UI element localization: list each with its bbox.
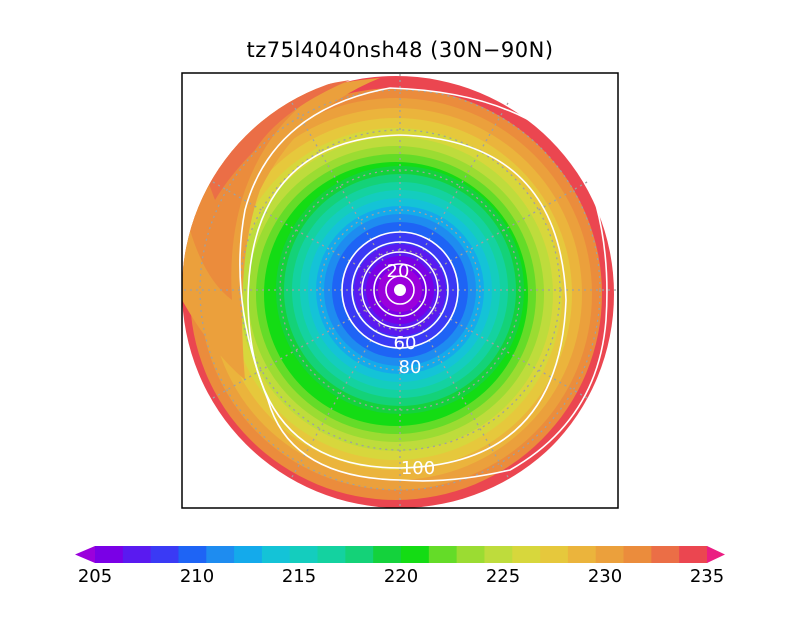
contour-label: 20 [387, 261, 410, 282]
warm-band [190, 85, 330, 300]
north-pole-marker [394, 284, 406, 296]
colorbar-box [595, 546, 625, 563]
colorbar-box [428, 546, 458, 563]
colorbar-box [317, 546, 346, 563]
meridian-line [290, 308, 390, 480]
colorbar-tick-label: 220 [383, 566, 419, 587]
contour-label: 60 [394, 333, 417, 354]
colorbar-box [567, 546, 597, 563]
colorbar-box [261, 546, 291, 563]
colorbar-box [122, 546, 152, 563]
meridian-line [418, 180, 590, 280]
contour-label: 100 [401, 458, 435, 479]
colorbar-box [95, 546, 124, 563]
colorbar-box [345, 546, 374, 563]
colorbar-box [401, 546, 430, 563]
colorbar-tick-label: 215 [281, 566, 317, 587]
colorbar-box [484, 546, 513, 563]
meridian-line [418, 300, 590, 400]
contour-line [341, 231, 459, 349]
contour-labels: 20 60 80 100 [387, 261, 436, 479]
colorbar-box [540, 546, 569, 563]
colorbar-max-arrow [707, 546, 725, 563]
colorbar-box [206, 546, 235, 563]
latitude-circle [319, 209, 481, 371]
colorbar-box [623, 546, 652, 563]
colorbar-tick-label: 210 [179, 566, 215, 587]
map-frame [181, 72, 619, 509]
colorbar-tick-label: 235 [689, 566, 725, 587]
colorbar-box [651, 546, 680, 563]
contour-label: 80 [399, 357, 422, 378]
colorbar-box [178, 546, 207, 563]
latitude-circle [199, 89, 601, 491]
meridian-line [210, 300, 382, 400]
colorbar-tick-label: 230 [587, 566, 623, 587]
colorbar-box [150, 546, 179, 563]
colorbar-box [289, 546, 319, 563]
meridian-line [290, 100, 390, 272]
colorbar-box [512, 546, 541, 563]
contour-line [351, 241, 449, 339]
colorbar-box [679, 546, 708, 563]
colorbar-box [373, 546, 402, 563]
colorbar-tick-label: 205 [77, 566, 113, 587]
meridian-line [210, 180, 382, 280]
graticule [182, 72, 618, 508]
contour-line [373, 263, 427, 317]
colorbar-box [456, 546, 485, 563]
contour-line [361, 251, 439, 329]
colorbar-min-arrow [75, 546, 95, 563]
meridian-line [410, 100, 510, 272]
temperature-field [182, 76, 614, 508]
colorbar-box [234, 546, 263, 563]
contour-line [239, 87, 608, 482]
meridian-line [410, 308, 510, 480]
map-title: tz75l4040nsh48 (30N−90N) [246, 38, 554, 62]
contour-line [385, 275, 415, 305]
contour-lines [239, 87, 608, 482]
colorbar-tick-label: 225 [485, 566, 521, 587]
